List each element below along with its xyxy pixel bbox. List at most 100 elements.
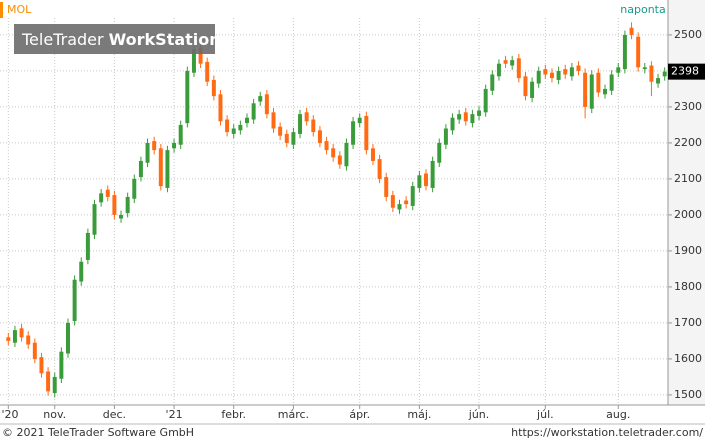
candle-body: [225, 119, 230, 133]
candle-body: [119, 214, 124, 219]
candle-body: [516, 58, 521, 79]
x-tick-label: júl.: [536, 408, 554, 421]
candle-body: [622, 34, 627, 70]
candle-body: [616, 67, 621, 73]
candle-body: [351, 121, 356, 145]
candle-body: [569, 67, 574, 77]
candle-body: [304, 112, 309, 122]
candle-body: [185, 70, 190, 124]
candle-body: [311, 119, 316, 133]
candle-body: [463, 112, 468, 122]
candle-body: [264, 94, 269, 115]
candle-body: [523, 76, 528, 97]
candle-body: [503, 60, 508, 64]
candle-body: [443, 128, 448, 145]
candle-body: [145, 142, 150, 163]
candle-body: [642, 67, 647, 70]
candle-body: [662, 71, 667, 77]
candle-body: [19, 328, 24, 338]
candle-body: [603, 88, 608, 95]
y-tick-label: 1800: [674, 280, 702, 293]
candle-body: [337, 155, 342, 165]
candle-body: [26, 335, 31, 345]
y-tick-label: 1900: [674, 244, 702, 257]
candle-body: [65, 322, 70, 354]
watermark-box: [14, 24, 215, 54]
candle-body: [178, 124, 183, 145]
candle-body: [543, 69, 548, 75]
candle-body: [417, 175, 422, 188]
candle-body: [79, 261, 84, 282]
candle-body: [490, 74, 495, 91]
y-tick-label: 1500: [674, 388, 702, 401]
candle-body: [99, 193, 104, 203]
candle-body: [549, 72, 554, 79]
candle-body: [198, 47, 203, 64]
candle-body: [596, 72, 601, 93]
candle-body: [589, 74, 594, 109]
candle-body: [576, 65, 581, 71]
candle-body: [450, 117, 455, 131]
candle-body: [437, 142, 442, 163]
candle-body: [583, 72, 588, 107]
candle-body: [397, 204, 402, 210]
candle-body: [530, 81, 535, 98]
candle-body: [165, 150, 170, 188]
interval-label: naponta: [620, 3, 665, 16]
candle-body: [496, 63, 501, 77]
candle-body: [291, 132, 296, 145]
x-tick-label: máj.: [407, 408, 431, 421]
y-tick-label: 2000: [674, 208, 702, 221]
candle-body: [39, 357, 44, 374]
candle-body: [536, 70, 541, 84]
y-tick-label: 2300: [674, 100, 702, 113]
candle-body: [357, 117, 362, 124]
candle-body: [238, 124, 243, 131]
watermark-product: WorkStation: [109, 30, 221, 49]
footer-left: © 2021 TeleTrader Software GmbH: [2, 426, 194, 439]
candle-body: [218, 94, 223, 122]
candle-body: [317, 130, 322, 143]
watermark: TeleTrader WorkStation: [21, 30, 221, 49]
candle-body: [211, 79, 216, 97]
candle-body: [85, 232, 90, 260]
candle-body: [563, 69, 568, 75]
candle-body: [457, 114, 462, 120]
candle-body: [556, 70, 561, 80]
x-tick-label: febr.: [221, 408, 246, 421]
y-axis-area: [668, 0, 705, 405]
footer-right: https://workstation.teletrader.com/: [511, 426, 703, 439]
candle-body: [271, 112, 276, 129]
candle-body: [245, 117, 249, 124]
last-value-box: [668, 63, 705, 80]
candle-body: [404, 200, 409, 205]
candle-body: [390, 195, 395, 208]
y-tick-label: 2100: [674, 172, 702, 185]
x-tick-label: jún.: [468, 408, 490, 421]
candle-body: [510, 60, 515, 66]
candle-body: [298, 114, 303, 134]
candle-body: [424, 173, 428, 187]
y-tick-label: 1600: [674, 352, 702, 365]
candle-body: [205, 61, 210, 82]
candle-body: [52, 376, 57, 394]
candle-body: [609, 74, 614, 91]
candle-body: [636, 36, 641, 68]
x-tick-label: márc.: [278, 408, 309, 421]
candle-body: [112, 195, 117, 215]
candle-body: [384, 177, 389, 197]
candle-body: [430, 160, 435, 188]
candle-body: [410, 186, 415, 206]
candle-body: [138, 160, 143, 178]
candle-body: [364, 115, 369, 151]
candle-body: [251, 103, 256, 120]
candle-body: [158, 148, 163, 187]
candle-body: [125, 196, 130, 214]
candle-body: [6, 337, 11, 341]
candle-body: [152, 141, 157, 151]
plot-area: [0, 18, 668, 405]
candle-body: [132, 178, 137, 199]
candle-body: [470, 114, 475, 124]
candle-body: [477, 110, 482, 116]
